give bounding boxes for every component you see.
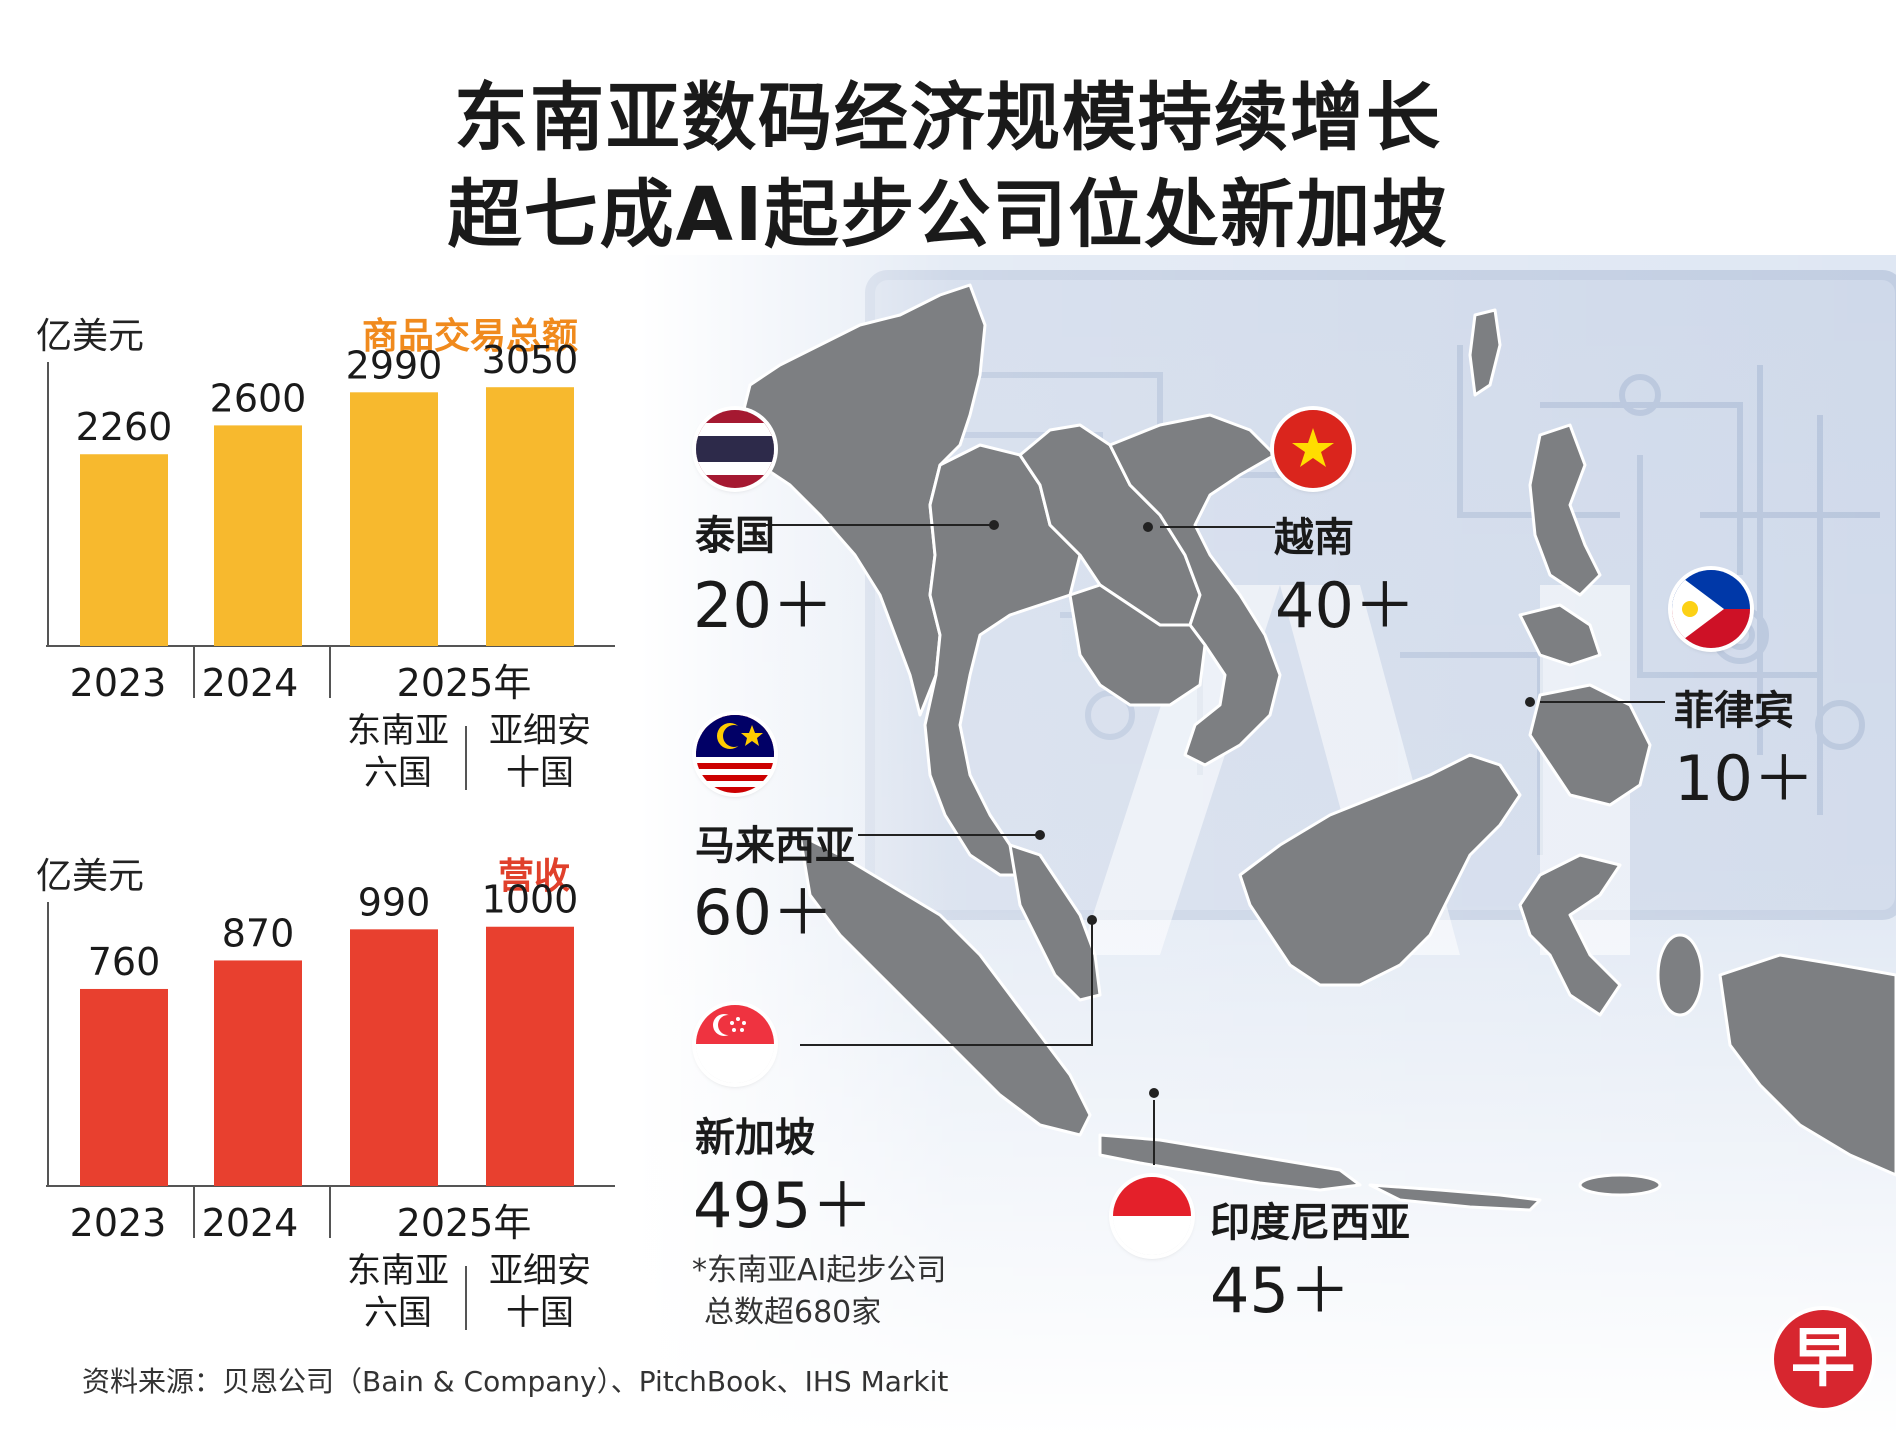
gmv-value-label-1: 2600 bbox=[210, 376, 307, 420]
gmv-bar-1 bbox=[214, 425, 302, 646]
country-count-vietnam: 40＋ bbox=[1275, 569, 1416, 642]
country-name-singapore: 新加坡 bbox=[695, 1115, 815, 1161]
rev-value-label-0: 760 bbox=[88, 940, 161, 984]
map-vietnam bbox=[1108, 413, 1282, 767]
gmv-sub-ten: 十国 bbox=[506, 753, 574, 793]
source-credit: 资料来源：贝恩公司（Bain & Company）、PitchBook、IHS … bbox=[82, 1365, 949, 1398]
map-lesser-sunda bbox=[1368, 1183, 1542, 1212]
footnote-line-2: 总数超680家 bbox=[704, 1295, 882, 1330]
map-maluku bbox=[1656, 933, 1704, 1017]
gmv-unit-label: 亿美元 bbox=[36, 316, 144, 357]
map-timor bbox=[1578, 1173, 1662, 1197]
map-borneo bbox=[1238, 753, 1522, 987]
malaysia-flag-icon bbox=[696, 715, 774, 793]
rev-tick-2023: 2023 bbox=[70, 1201, 167, 1245]
rev-sub-ten: 十国 bbox=[506, 1293, 574, 1333]
revenue-bar-chart: 亿美元 营收 760 870 990 1000 2023 2024 2025年 东南亚… bbox=[36, 856, 615, 1333]
gmv-value-label-0: 2260 bbox=[76, 405, 173, 449]
country-count-singapore: 495＋ bbox=[693, 1169, 874, 1242]
rev-tick-2024: 2024 bbox=[202, 1201, 299, 1245]
gmv-tick-2024: 2024 bbox=[202, 661, 299, 705]
gmv-tick-2023: 2023 bbox=[70, 661, 167, 705]
gmv-bar-0 bbox=[80, 454, 168, 646]
footnote-line-1: *东南亚AI起步公司 bbox=[692, 1253, 947, 1288]
singapore-flag-icon bbox=[696, 1005, 774, 1083]
map-sumatra bbox=[798, 833, 1092, 1137]
gmv-chart-title: 商品交易总额 bbox=[362, 315, 578, 357]
country-name-thailand: 泰国 bbox=[695, 513, 775, 559]
gmv-sub-sea: 东南亚 bbox=[347, 711, 449, 751]
rev-tick-2025: 2025年 bbox=[397, 1201, 532, 1245]
country-count-thailand: 20＋ bbox=[693, 569, 834, 642]
philippines-flag-icon bbox=[1672, 570, 1750, 648]
map-taiwan bbox=[1468, 308, 1502, 397]
country-count-philippines: 10＋ bbox=[1674, 742, 1815, 815]
map-java bbox=[1098, 1133, 1362, 1192]
rev-bar-0 bbox=[80, 988, 168, 1186]
gmv-bar-chart: 亿美元 商品交易总额 2260 2600 2990 3050 2023 2024 20… bbox=[36, 315, 615, 793]
country-name-indonesia: 印度尼西亚 bbox=[1210, 1200, 1410, 1246]
rev-bar-1 bbox=[214, 960, 302, 1186]
gmv-sub-six: 六国 bbox=[364, 753, 432, 793]
vietnam-flag-icon bbox=[1274, 410, 1352, 488]
rev-value-label-1: 870 bbox=[222, 911, 295, 955]
country-name-philippines: 菲律宾 bbox=[1674, 688, 1794, 734]
gmv-bar-3 bbox=[486, 387, 574, 646]
zaobao-logo: 早 bbox=[1774, 1310, 1872, 1408]
headline-line-1: 东南亚数码经济规模持续增长 bbox=[454, 75, 1442, 161]
country-name-malaysia: 马来西亚 bbox=[695, 823, 855, 869]
country-count-malaysia: 60＋ bbox=[693, 876, 834, 949]
rev-bar-2 bbox=[350, 929, 438, 1186]
gmv-tick-2025: 2025年 bbox=[397, 661, 532, 705]
rev-sub-sea: 东南亚 bbox=[347, 1251, 449, 1291]
rev-value-label-3: 1000 bbox=[482, 878, 579, 922]
map-luzon bbox=[1528, 423, 1602, 597]
rev-value-label-2: 990 bbox=[358, 880, 431, 924]
rev-bar-3 bbox=[486, 926, 574, 1186]
thailand-flag-icon bbox=[696, 410, 774, 488]
map-mindanao bbox=[1528, 683, 1652, 807]
rev-unit-label: 亿美元 bbox=[36, 856, 144, 897]
indonesia-flag-icon bbox=[1113, 1177, 1191, 1255]
gmv-value-label-2: 2990 bbox=[346, 343, 443, 387]
gmv-value-label-3: 3050 bbox=[482, 338, 579, 382]
gmv-sub-asean: 亚细安 bbox=[489, 711, 591, 751]
southeast-asia-map bbox=[738, 283, 1896, 1212]
rev-sub-six: 六国 bbox=[364, 1293, 432, 1333]
map-papua bbox=[1718, 953, 1896, 1177]
map-peninsular-malaysia bbox=[1008, 843, 1102, 1002]
map-myanmar bbox=[738, 283, 987, 717]
map-sulawesi bbox=[1518, 853, 1622, 1017]
map-visayas bbox=[1518, 603, 1602, 667]
footnote: *东南亚AI起步公司 总数超680家 bbox=[692, 1250, 946, 1334]
rev-sub-asean: 亚细安 bbox=[489, 1251, 591, 1291]
country-name-vietnam: 越南 bbox=[1274, 515, 1354, 561]
country-count-indonesia: 45＋ bbox=[1210, 1254, 1351, 1327]
gmv-bar-2 bbox=[350, 392, 438, 646]
rev-chart-title: 营收 bbox=[498, 856, 570, 897]
map-cambodia bbox=[1068, 583, 1207, 707]
headline-line-2: 超七成AI起步公司位处新加坡 bbox=[447, 172, 1449, 258]
